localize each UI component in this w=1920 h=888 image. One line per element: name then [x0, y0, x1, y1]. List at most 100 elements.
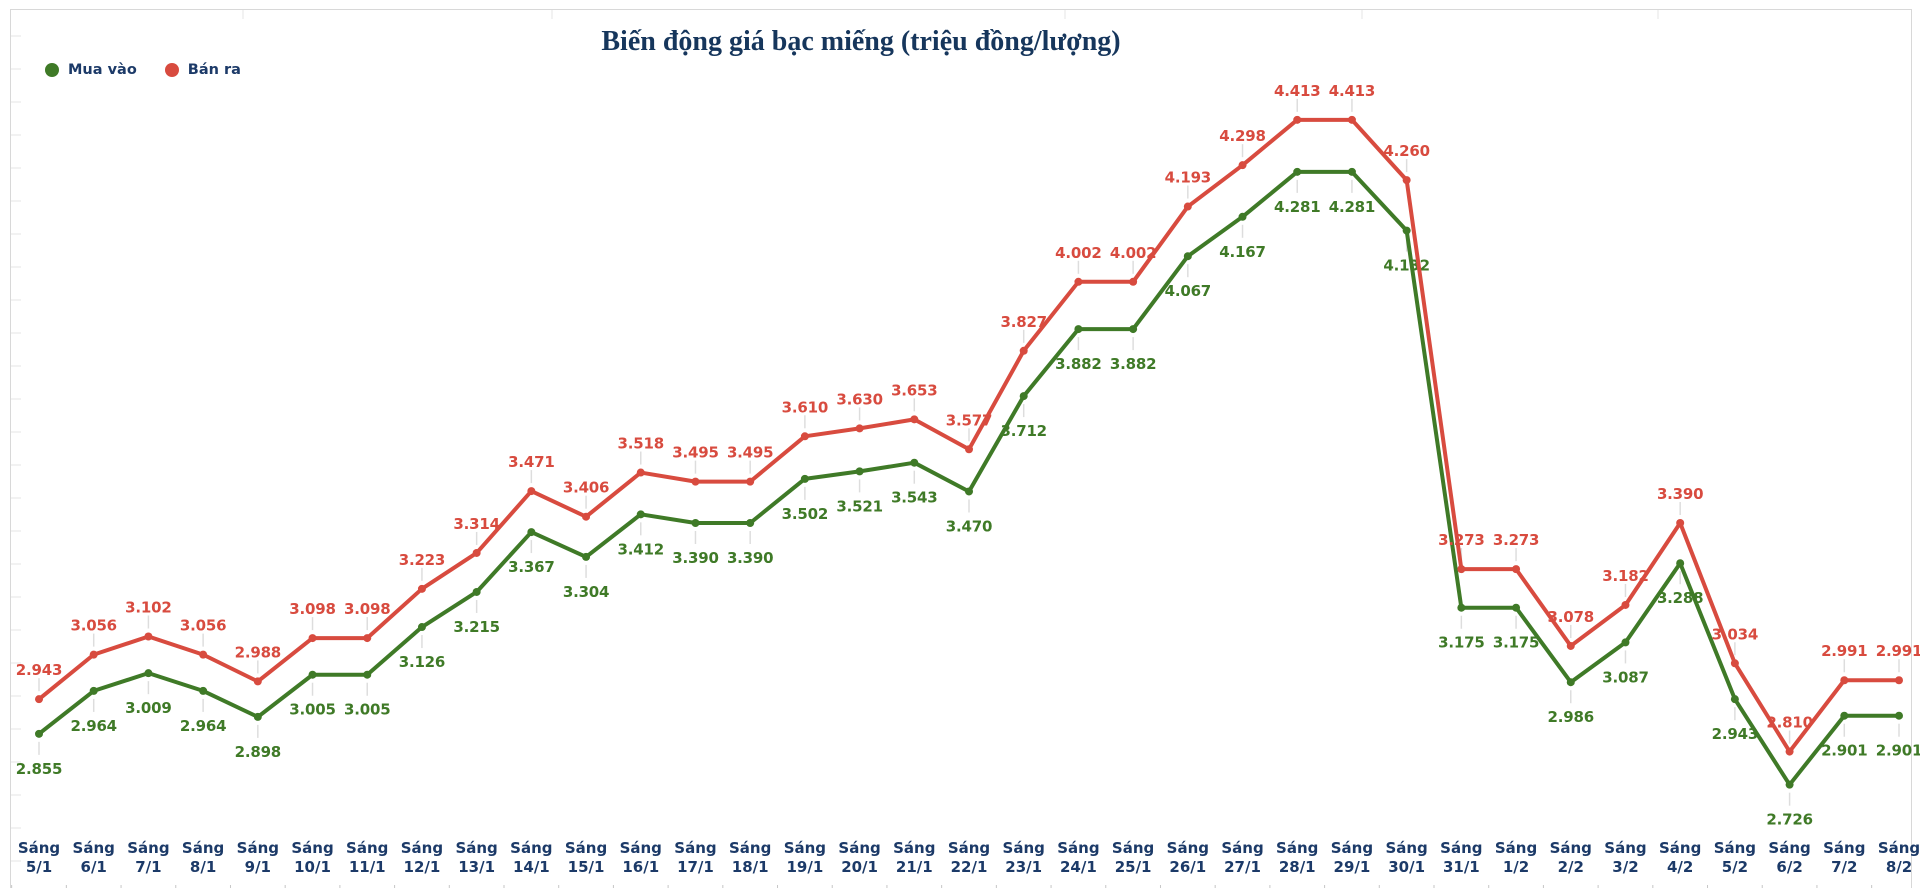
ban-ra-data-point-marker [1676, 519, 1685, 528]
ban-ra-data-label: 3.078 [1548, 608, 1594, 626]
ban-ra-data-point-marker [965, 445, 973, 454]
x-axis-label: Sáng 1/2 [1494, 839, 1538, 876]
mua-vao-data-point-marker [199, 686, 208, 695]
ban-ra-data-point-marker [35, 695, 43, 704]
mua-vao-data-point-marker [527, 528, 536, 537]
mua-vao-data-label: 3.412 [618, 540, 664, 558]
ban-ra-data-point-marker [1402, 176, 1411, 185]
ban-ra-data-label: 3.827 [1000, 313, 1046, 331]
mua-vao-data-point-marker [89, 686, 98, 695]
legend-label-ban-ra: Bán ra [187, 62, 241, 78]
mua-vao-data-point-marker [363, 670, 372, 679]
mua-vao-data-point-marker [144, 669, 153, 678]
x-axis-label: Sáng 4/2 [1658, 839, 1702, 876]
x-axis-label: Sáng 26/1 [1166, 839, 1209, 876]
mua-vao-legend-dot-icon [45, 63, 59, 77]
ban-ra-data-point-marker [1457, 565, 1466, 574]
x-axis: Sáng 5/1 Sáng 6/1 Sáng 7/1 Sáng 8/1 Sáng 9/1 Sáng 1… [11, 839, 1920, 881]
mua-vao-data-point-marker [1293, 167, 1302, 176]
x-axis-label: Sáng 12/1 [400, 839, 444, 876]
mua-vao-data-label: 3.390 [727, 549, 773, 567]
ban-ra-data-label: 3.610 [782, 398, 828, 416]
ban-ra-data-point-marker [1293, 115, 1302, 124]
ban-ra-data-label: 3.182 [1602, 567, 1648, 585]
ban-ra-data-point-marker [1129, 277, 1138, 286]
ban-ra-data-label: 3.034 [1712, 625, 1758, 643]
ban-ra-data-label: 4.413 [1274, 82, 1320, 100]
ban-ra-data-point-marker [1512, 565, 1521, 574]
ban-ra-data-label: 3.314 [453, 515, 499, 533]
ban-ra-data-point-marker [1730, 659, 1739, 668]
mua-vao-data-point-marker [582, 552, 591, 561]
legend-item-ban-ra: Bán ra [164, 62, 241, 78]
mua-vao-data-label: 2.898 [235, 743, 281, 761]
mua-vao-data-point-marker [691, 519, 700, 528]
ban-ra-data-point-marker [363, 634, 372, 643]
mua-vao-data-label: 4.167 [1219, 243, 1265, 261]
mua-vao-data-label: 2.964 [180, 717, 226, 735]
ban-ra-data-point-marker [582, 512, 591, 521]
ban-ra-data-label: 3.273 [1493, 531, 1539, 549]
mua-vao-data-point-marker [855, 467, 864, 476]
x-axis-label: Sáng 31/1 [1440, 839, 1483, 876]
mua-vao-data-label: 3.304 [563, 583, 609, 601]
x-axis-label: Sáng 11/1 [346, 839, 389, 876]
ban-ra-data-label: 3.630 [836, 390, 882, 408]
ban-ra-data-label: 2.991 [1821, 642, 1867, 660]
ban-ra-data-label: 4.298 [1219, 127, 1265, 145]
ban-ra-data-label: 3.056 [70, 617, 116, 635]
ban-ra-data-point-marker [800, 432, 809, 441]
ban-ra-data-label: 3.098 [344, 600, 390, 618]
ban-ra-data-label: 3.056 [180, 617, 226, 635]
x-axis-label: Sáng 17/1 [674, 839, 717, 876]
x-axis-label: Sáng 14/1 [510, 839, 553, 876]
x-axis-label: Sáng 6/1 [72, 839, 115, 876]
mua-vao-data-label: 2.726 [1766, 811, 1812, 829]
ban-ra-data-label: 2.991 [1876, 642, 1920, 660]
ban-ra-data-point-marker [1347, 115, 1356, 124]
x-axis-label: Sáng 27/1 [1221, 839, 1264, 876]
x-axis-label: Sáng 9/1 [236, 839, 279, 876]
ban-ra-data-point-marker [1895, 676, 1903, 685]
mua-vao-data-label: 3.502 [782, 505, 828, 523]
mua-vao-data-point-marker [1074, 325, 1083, 334]
x-axis-label: Sáng 7/2 [1823, 839, 1866, 876]
x-axis-label: Sáng 10/1 [291, 839, 334, 876]
ban-ra-data-point-marker [144, 632, 153, 641]
mua-vao-data-label: 3.882 [1110, 355, 1156, 373]
legend-item-mua-vao: Mua vào [45, 62, 137, 78]
mua-vao-data-point-marker [1402, 226, 1411, 235]
ban-ra-data-point-marker [691, 477, 700, 486]
chart-panel: Biến động giá bạc miếng (triệu đồng/lượn… [10, 9, 1920, 888]
x-axis-label: Sáng 16/1 [619, 839, 662, 876]
ban-ra-data-label: 4.002 [1110, 244, 1156, 262]
ban-ra-data-point-marker [472, 548, 481, 557]
x-axis-label: Sáng 18/1 [728, 839, 772, 876]
mua-vao-data-point-marker [1785, 780, 1794, 789]
mua-vao-data-label: 3.712 [1000, 422, 1046, 440]
mua-vao-data-point-marker [253, 712, 262, 721]
mua-vao-data-point-marker [472, 587, 481, 596]
mua-vao-data-label: 4.132 [1383, 257, 1429, 275]
ban-ra-data-label: 3.406 [563, 479, 609, 497]
ban-ra-data-point-marker [253, 677, 262, 686]
mua-vao-data-point-marker [1566, 678, 1575, 687]
x-axis-label: Sáng 7/1 [127, 839, 170, 876]
ban-ra-data-point-marker [1621, 600, 1630, 609]
mua-vao-data-point-marker [417, 623, 426, 632]
mua-vao-data-label: 2.986 [1548, 708, 1594, 726]
x-axis-label: Sáng 5/1 [17, 839, 61, 876]
ban-ra-data-label: 3.653 [891, 381, 937, 399]
ban-ra-data-label: 2.988 [235, 643, 281, 661]
x-axis-label: Sáng 29/1 [1330, 839, 1374, 876]
mua-vao-data-point-marker [1621, 638, 1630, 647]
x-axis-label: Sáng 5/2 [1713, 839, 1757, 876]
mua-vao-data-point-marker [1129, 325, 1138, 334]
mua-vao-data-label: 4.067 [1165, 282, 1211, 300]
chart-title: Biến động giá bạc miếng (triệu đồng/lượn… [601, 26, 1121, 57]
ban-ra-data-label: 3.098 [289, 600, 335, 618]
ban-ra-data-point-marker [308, 634, 317, 643]
mua-vao-data-point-marker [1676, 559, 1685, 568]
mua-vao-data-label: 3.390 [672, 549, 718, 567]
